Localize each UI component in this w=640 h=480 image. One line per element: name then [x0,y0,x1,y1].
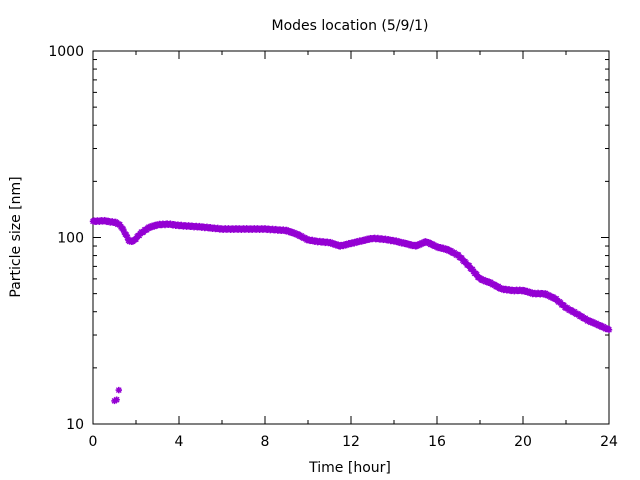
data-series-mode [89,216,613,405]
x-tick-label: 4 [175,434,184,450]
y-tick-label: 10 [66,417,84,433]
y-axis-ticks: 10 100 1000 [48,44,609,433]
x-tick-label: 0 [89,434,98,450]
x-tick-label: 16 [428,434,446,450]
x-tick-label: 12 [342,434,360,450]
x-tick-label: 20 [514,434,532,450]
y-tick-label: 1000 [48,44,84,60]
x-tick-label: 8 [261,434,270,450]
x-tick-label: 24 [600,434,618,450]
y-axis-label: Particle size [nm] [8,176,24,297]
data-point-outlier [113,396,120,403]
chart-title: Modes location (5/9/1) [272,18,429,34]
x-axis-label: Time [hour] [308,460,391,476]
y-tick-label: 100 [57,231,84,247]
data-point-outlier [115,386,122,394]
data-point [605,326,613,333]
x-axis-ticks: 0 4 8 12 16 20 24 [89,51,618,450]
